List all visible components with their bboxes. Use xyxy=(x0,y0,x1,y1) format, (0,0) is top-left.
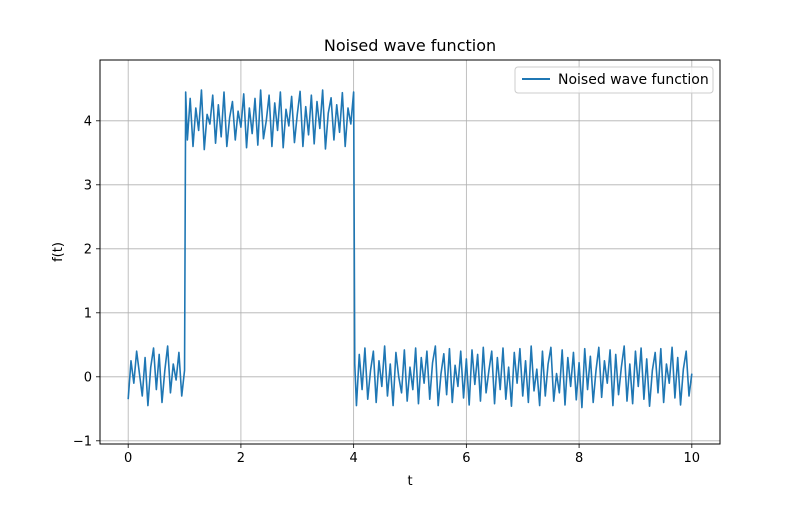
axes-frame xyxy=(99,59,721,445)
y-tick-label: 2 xyxy=(84,242,92,257)
y-tick-label: 3 xyxy=(84,178,92,193)
y-tick-label: −1 xyxy=(73,434,92,449)
y-tick-label: 4 xyxy=(84,114,92,129)
x-tick-label: 0 xyxy=(124,451,132,466)
x-tick-label: 6 xyxy=(462,451,470,466)
series-line xyxy=(127,89,693,409)
plot-area xyxy=(127,89,693,409)
legend-box xyxy=(514,66,714,94)
legend-label: Noised wave function xyxy=(558,72,709,88)
axis-ticks: 0 2 4 6 8 10 −1 0 1 2 3 4 xyxy=(73,114,700,466)
chart-title: Noised wave function xyxy=(324,36,496,55)
y-tick-label: 0 xyxy=(84,370,92,385)
y-tick-label: 1 xyxy=(84,306,92,321)
x-axis-title: t xyxy=(407,474,412,489)
x-tick-label: 8 xyxy=(575,451,583,466)
legend: Noised wave function xyxy=(514,66,714,94)
x-tick-label: 10 xyxy=(684,451,701,466)
x-tick-label: 2 xyxy=(237,451,245,466)
x-tick-label: 4 xyxy=(349,451,357,466)
y-axis-title: f(t) xyxy=(51,242,66,262)
